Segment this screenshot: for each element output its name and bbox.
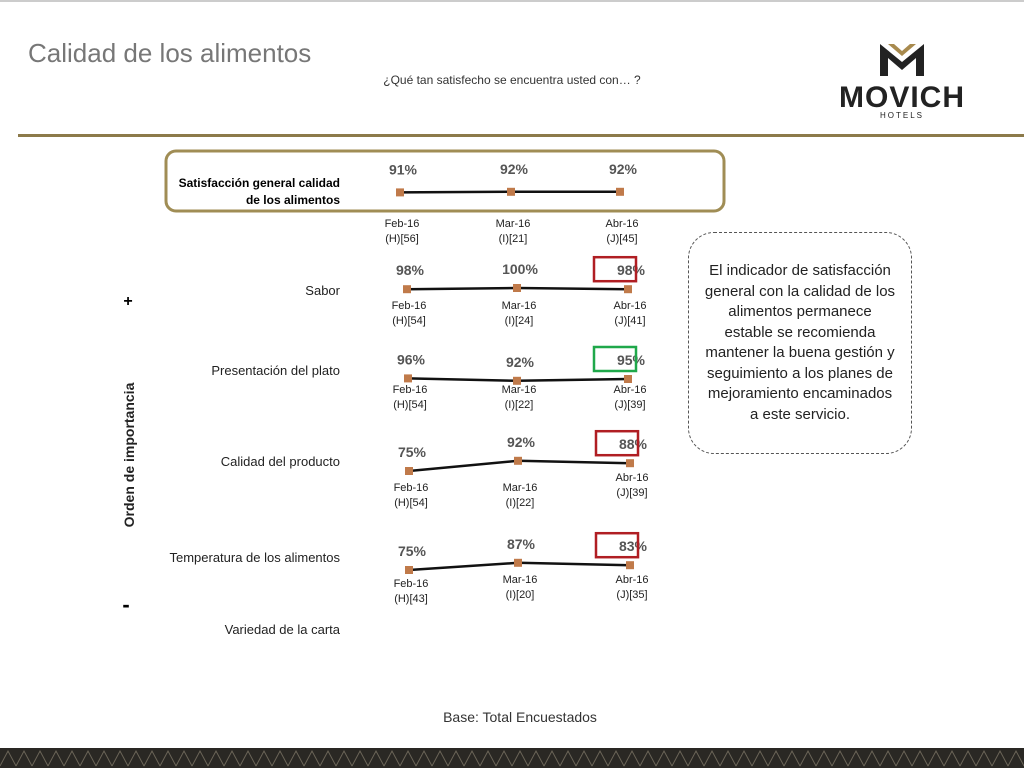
logo-name: MOVICH	[839, 81, 965, 114]
data-point	[616, 187, 624, 196]
value-label: 96%	[397, 351, 426, 367]
base-label: (H)[54]	[392, 315, 426, 327]
base-label: (I)[22]	[505, 399, 534, 411]
highlight-box	[592, 255, 638, 283]
highlight-box	[594, 531, 640, 559]
period-label: Abr-16	[613, 300, 646, 312]
value-label: 83%	[619, 538, 648, 554]
note: El indicador de satisfacción general con…	[688, 232, 912, 454]
period-label: Abr-16	[615, 472, 648, 484]
period-label: Feb-16	[385, 218, 420, 230]
base-label: (J)[45]	[606, 233, 637, 245]
data-point	[624, 375, 632, 383]
period-label: Feb-16	[393, 384, 428, 396]
data-point	[514, 558, 522, 567]
footer-band	[0, 748, 1024, 768]
base-label: (I)[21]	[499, 233, 528, 245]
axis-label: Orden de importancia	[121, 382, 137, 527]
row-label: Presentación del plato	[211, 363, 340, 378]
period-label: Mar-16	[503, 482, 538, 494]
highlight-box	[594, 429, 640, 457]
value-label: 98%	[396, 262, 425, 278]
period-label: Mar-16	[503, 574, 538, 586]
base-label: (H)[56]	[385, 233, 419, 245]
subtitle: ¿Qué tan satisfecho se encuentra usted c…	[383, 73, 641, 87]
period-label: Abr-16	[613, 384, 646, 396]
title: Calidad de los alimentos	[28, 38, 311, 68]
data-point	[403, 285, 411, 294]
base-label: (H)[43]	[394, 593, 428, 605]
data-point	[514, 456, 522, 465]
data-point	[405, 467, 413, 475]
logo-accent	[888, 44, 916, 56]
value-label: 98%	[617, 262, 646, 278]
value-label: 92%	[609, 161, 638, 177]
data-point	[513, 284, 521, 292]
period-label: Mar-16	[496, 218, 531, 230]
value-label: 88%	[619, 436, 648, 452]
row-label: Temperatura de los alimentos	[169, 550, 340, 565]
period-label: Feb-16	[394, 578, 429, 590]
divider	[18, 134, 1024, 137]
base-label: (I)[24]	[505, 315, 534, 327]
data-point	[513, 376, 521, 385]
data-point	[624, 285, 632, 294]
base-label: (J)[35]	[616, 589, 647, 601]
logo: MOVICH HOTELS	[839, 44, 965, 120]
logo-sub: HOTELS	[880, 111, 924, 120]
axis-plus: +	[123, 293, 132, 310]
data-point	[405, 566, 413, 574]
footer: Base: Total Encuestados	[443, 709, 597, 725]
period-label: Mar-16	[502, 300, 537, 312]
data-point	[507, 187, 515, 196]
value-label: 100%	[502, 261, 538, 277]
value-label: 92%	[507, 434, 536, 450]
period-label: Abr-16	[605, 218, 638, 230]
base-label: (J)[39]	[614, 399, 645, 411]
axis-minus: -	[122, 592, 129, 617]
value-label: 75%	[398, 543, 427, 559]
data-point	[626, 561, 634, 570]
row-label: de los alimentos	[246, 193, 340, 207]
period-label: Abr-16	[615, 574, 648, 586]
base-label: (H)[54]	[394, 497, 428, 509]
data-point	[626, 459, 634, 468]
base-label: (J)[41]	[614, 315, 645, 327]
logo-mark	[880, 44, 924, 76]
base-label: (J)[39]	[616, 487, 647, 499]
value-label: 92%	[500, 161, 529, 177]
period-label: Mar-16	[502, 384, 537, 396]
period-label: Feb-16	[392, 300, 427, 312]
base-label: (I)[22]	[506, 497, 535, 509]
value-label: 95%	[617, 352, 646, 368]
period-label: Feb-16	[394, 482, 429, 494]
footer-pattern	[0, 749, 1024, 767]
value-label: 75%	[398, 444, 427, 460]
data-point	[404, 374, 412, 383]
row-label: Sabor	[305, 283, 340, 298]
row-label: Variedad de la carta	[225, 622, 341, 637]
value-label: 91%	[389, 161, 418, 177]
data-point	[396, 188, 404, 197]
row-label: Satisfacción general calidad	[179, 176, 340, 190]
value-label: 87%	[507, 536, 536, 552]
base-label: (H)[54]	[393, 399, 427, 411]
highlight-frame	[164, 149, 726, 213]
value-label: 92%	[506, 354, 535, 370]
base-label: (I)[20]	[506, 589, 535, 601]
highlight-box	[592, 345, 638, 373]
row-label: Calidad del producto	[221, 454, 340, 469]
